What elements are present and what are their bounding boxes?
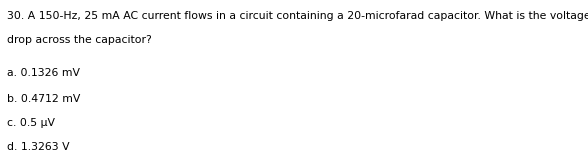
Text: a. 0.1326 mV: a. 0.1326 mV [7, 68, 80, 78]
Text: 30. A 150-Hz, 25 mA AC current flows in a circuit containing a 20-microfarad cap: 30. A 150-Hz, 25 mA AC current flows in … [7, 11, 588, 21]
Text: c. 0.5 μV: c. 0.5 μV [7, 118, 55, 128]
Text: b. 0.4712 mV: b. 0.4712 mV [7, 94, 81, 104]
Text: d. 1.3263 V: d. 1.3263 V [7, 142, 70, 151]
Text: drop across the capacitor?: drop across the capacitor? [7, 35, 152, 45]
